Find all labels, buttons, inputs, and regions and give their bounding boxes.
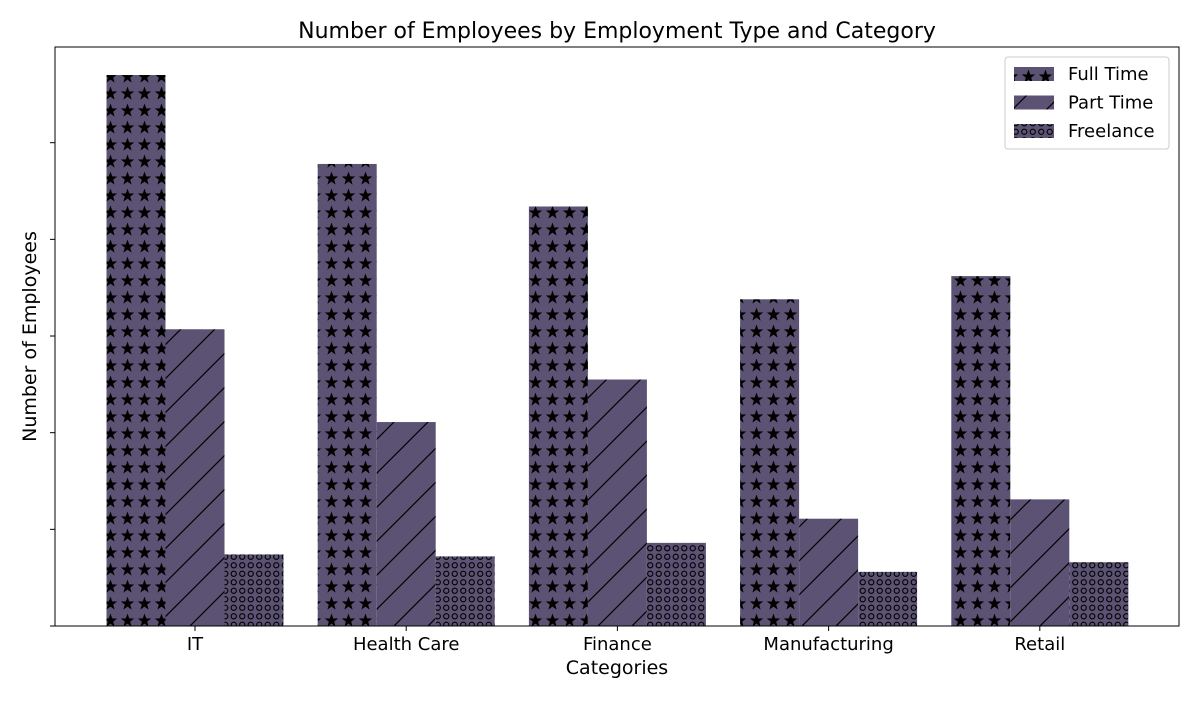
bar-full-time-it (106, 75, 166, 626)
bar-full-time-finance (528, 206, 588, 626)
bar-part-time-retail (1010, 499, 1070, 626)
legend-swatch-part-time (1014, 95, 1054, 110)
x-axis-label: Categories (566, 657, 668, 679)
bar-freelance-finance (646, 542, 706, 626)
y-axis-ticks (50, 142, 55, 627)
legend-label: Full Time (1068, 64, 1149, 85)
bar-part-time-manufacturing (799, 518, 859, 626)
legend: Full Time Part Time Freelance (1004, 56, 1170, 150)
bar-freelance-retail (1069, 562, 1129, 626)
x-tick-label: IT (187, 634, 204, 655)
x-tick-label: Retail (1014, 634, 1065, 655)
x-tick-label: Health Care (353, 634, 460, 655)
legend-swatch-freelance (1014, 124, 1054, 138)
legend-label: Part Time (1068, 93, 1153, 114)
bar-part-time-it (165, 329, 225, 626)
plot-border (54, 46, 1180, 627)
legend-label: Freelance (1068, 121, 1155, 142)
x-tick-label: Manufacturing (763, 634, 893, 655)
bar-freelance-health-care (435, 556, 495, 626)
y-axis-label: Number of Employees (19, 231, 41, 442)
chart-title: Number of Employees by Employment Type a… (298, 19, 936, 44)
bars (106, 75, 1129, 626)
bar-part-time-finance (587, 379, 647, 626)
legend-swatch-full-time (1014, 67, 1054, 81)
x-tick-label: Finance (583, 634, 652, 655)
bar-full-time-retail (951, 276, 1011, 626)
bar-freelance-manufacturing (858, 571, 918, 626)
x-axis-ticks: IT Health Care Finance Manufacturing Retail (187, 626, 1065, 655)
bar-part-time-health-care (376, 422, 436, 626)
bar-full-time-manufacturing (740, 299, 800, 626)
bar-full-time-health-care (317, 163, 377, 626)
bar-freelance-it (224, 554, 284, 626)
